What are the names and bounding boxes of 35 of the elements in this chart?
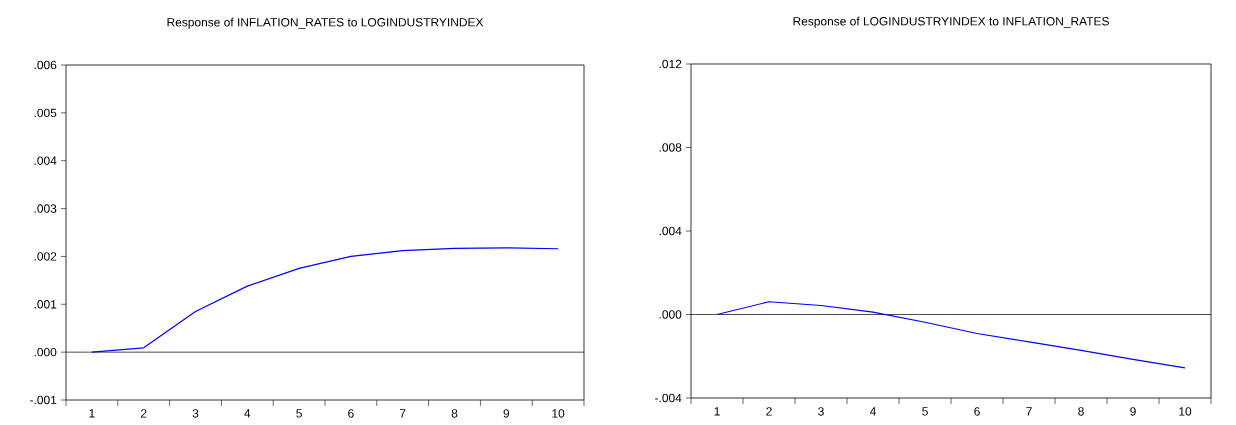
y-tick-label: -.001 (30, 395, 57, 405)
x-tick-label: 1 (714, 407, 720, 416)
x-tick-label: 8 (451, 409, 458, 418)
x-tick-label: 8 (1078, 407, 1084, 416)
y-tick-label: .003 (34, 204, 57, 213)
chart-title: Response of LOGINDUSTRYINDEX to INFLATION_RATES (793, 16, 1109, 28)
x-tick-label: 3 (192, 409, 199, 418)
x-tick-label: 3 (818, 407, 824, 416)
y-tick-label: .000 (34, 347, 57, 357)
x-tick-label: 4 (869, 407, 876, 416)
x-tick-label: 2 (766, 407, 772, 416)
chart-title: Response of INFLATION_RATES to LOGINDUSTRYINDEX (167, 17, 484, 29)
x-tick-label: 7 (1026, 407, 1032, 416)
y-tick-label: .004 (34, 156, 57, 165)
y-tick-label: -.004 (655, 393, 682, 403)
x-tick-label: 5 (922, 407, 928, 416)
y-tick-label: .004 (659, 226, 682, 236)
x-tick-label: 9 (1130, 407, 1136, 416)
y-tick-label: .000 (659, 310, 682, 319)
y-tick-label: .008 (659, 143, 682, 152)
y-tick-label: .005 (34, 108, 57, 118)
x-tick-label: 6 (348, 409, 354, 418)
x-tick-label: 7 (399, 409, 406, 418)
y-tick-label: .002 (34, 252, 57, 261)
y-tick-label: .001 (34, 300, 57, 309)
x-tick-label: 9 (503, 409, 510, 418)
x-tick-label: 2 (140, 409, 147, 418)
x-tick-label: 6 (974, 407, 980, 416)
x-tick-label: 10 (1179, 407, 1192, 416)
y-tick-label: .006 (34, 60, 57, 70)
y-tick-label: .012 (659, 59, 682, 69)
x-tick-label: 1 (89, 409, 95, 418)
x-tick-label: 4 (244, 409, 251, 418)
x-tick-label: 5 (296, 409, 302, 418)
x-tick-label: 10 (552, 409, 565, 418)
